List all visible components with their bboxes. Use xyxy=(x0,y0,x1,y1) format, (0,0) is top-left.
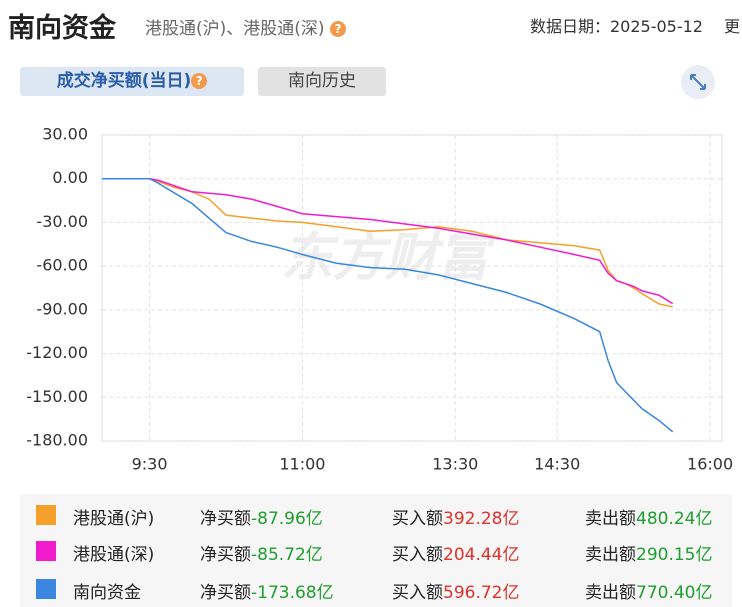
page-title: 南向资金 xyxy=(8,13,116,44)
sell-value: 290.15亿 xyxy=(636,545,713,565)
series-line xyxy=(102,177,674,433)
x-tick-label: 9:30 xyxy=(132,455,168,474)
sell-label: 卖出额 xyxy=(585,583,636,603)
series-line xyxy=(102,177,674,305)
tab-active[interactable]: 成交净买额(当日)? xyxy=(20,67,244,96)
net-value: -173.68亿 xyxy=(251,583,334,603)
buy-value: 596.72亿 xyxy=(443,583,520,603)
y-tick-label: -90.00 xyxy=(36,299,88,318)
summary-table: 港股通(沪) 净买额 -87.96亿 买入额 392.28亿 卖出额 480.24亿 港股通(… xyxy=(20,494,732,607)
sell-label: 卖出额 xyxy=(585,509,636,529)
subtitle-wrap: 港股通(沪)、港股通(深) ? xyxy=(145,14,346,39)
legend-swatch xyxy=(36,579,56,599)
expand-button[interactable] xyxy=(680,64,716,100)
x-tick-label: 16:00 xyxy=(687,455,733,474)
buy-value: 204.44亿 xyxy=(443,545,520,565)
subtitle: 港股通(沪)、港股通(深) xyxy=(145,19,325,39)
sell-label: 卖出额 xyxy=(585,545,636,565)
net-value: -87.96亿 xyxy=(251,509,323,529)
y-tick-label: 30.00 xyxy=(42,125,88,144)
net-label: 净买额 xyxy=(200,545,251,565)
net-label: 净买额 xyxy=(200,509,251,529)
buy-label: 买入额 xyxy=(392,509,443,529)
more-link[interactable]: 更 xyxy=(724,17,741,36)
legend-swatch xyxy=(36,541,56,561)
sell-value: 480.24亿 xyxy=(636,509,713,529)
help-icon[interactable]: ? xyxy=(191,73,208,89)
date: 数据日期：2025-05-12 xyxy=(530,17,703,36)
y-tick-label: 0.00 xyxy=(52,168,88,187)
tab[interactable]: 南向历史 xyxy=(258,67,386,96)
help-icon[interactable]: ? xyxy=(329,21,346,37)
net-label: 净买额 xyxy=(200,583,251,603)
x-tick-label: 11:00 xyxy=(279,455,325,474)
buy-value: 392.28亿 xyxy=(443,509,520,529)
y-tick-label: -30.00 xyxy=(36,212,88,231)
y-tick-label: -60.00 xyxy=(36,256,88,275)
buy-label: 买入额 xyxy=(392,583,443,603)
y-tick-label: -180.00 xyxy=(26,431,88,450)
chart: 东方财富30.000.00-30.00-60.00-90.00-120.00-1… xyxy=(26,125,733,474)
tab-label: 成交净买额(当日) xyxy=(56,71,192,91)
y-tick-label: -150.00 xyxy=(26,387,88,406)
legend-label: 港股通(沪) xyxy=(73,509,155,529)
legend-label: 南向资金 xyxy=(73,583,141,603)
legend-swatch xyxy=(36,505,56,525)
buy-label: 买入额 xyxy=(392,545,443,565)
x-tick-label: 14:30 xyxy=(534,455,580,474)
net-value: -85.72亿 xyxy=(251,545,323,565)
y-tick-label: -120.00 xyxy=(26,343,88,362)
x-tick-label: 13:30 xyxy=(432,455,478,474)
sell-value: 770.40亿 xyxy=(636,583,713,603)
legend-label: 港股通(深) xyxy=(73,545,155,565)
